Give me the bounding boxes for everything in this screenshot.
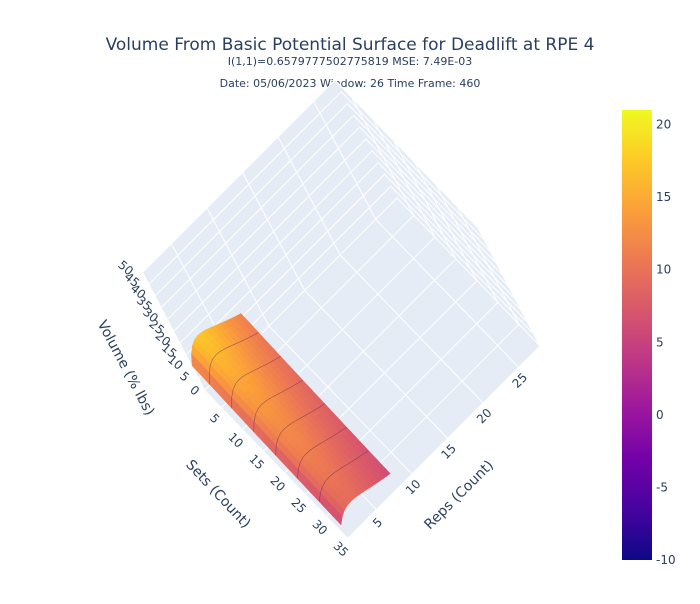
x-tick-label: 20 bbox=[267, 474, 288, 495]
y-gridline bbox=[242, 172, 448, 439]
chart-subtitle-date: Date: 05/06/2023 Window: 26 Time Frame: … bbox=[220, 77, 481, 90]
surface-patch bbox=[336, 511, 343, 526]
y-axis-title: Reps (Count) bbox=[421, 457, 497, 533]
colorbar-tick-label: 5 bbox=[656, 335, 664, 349]
y-gridline bbox=[313, 101, 520, 368]
scene-3d[interactable]: 5101520253035404550051015202530355101520… bbox=[115, 79, 541, 560]
z-tick-label: 5 bbox=[177, 369, 192, 385]
x-axis-title: Sets (Count) bbox=[182, 457, 253, 532]
colorbar-tick-label: 15 bbox=[656, 190, 671, 204]
surface-contour bbox=[297, 426, 347, 479]
x-tick-label: 30 bbox=[309, 517, 330, 538]
colorbar-bar bbox=[622, 110, 652, 560]
surface-contour bbox=[208, 332, 259, 385]
x-tick-label: 10 bbox=[225, 430, 246, 451]
colorbar: -10 -5 0 5 10 15 20 bbox=[622, 110, 676, 567]
y-gridline bbox=[277, 136, 484, 404]
chart-title: Volume From Basic Potential Surface for … bbox=[106, 35, 595, 55]
colorbar-tick-label: 0 bbox=[656, 408, 664, 422]
chart-subtitle-mse: I(1,1)=0.6579777502775819 MSE: 7.49E-03 bbox=[228, 55, 473, 68]
surface-contour bbox=[319, 450, 369, 502]
colorbar-tick-label: -5 bbox=[656, 480, 668, 494]
z-axis-title: Volume (% lbs) bbox=[94, 318, 158, 418]
x-tick-label: 15 bbox=[246, 452, 267, 473]
surface-contour bbox=[253, 379, 303, 432]
surface-contour bbox=[231, 356, 281, 409]
z-tick-label: 0 bbox=[187, 383, 202, 399]
x-tick-label: 5 bbox=[207, 411, 222, 426]
colorbar-tick-label: -10 bbox=[656, 553, 676, 567]
colorbar-tick-label: 10 bbox=[656, 263, 671, 277]
y-tick-label: 5 bbox=[370, 515, 385, 530]
surface-contour bbox=[275, 403, 325, 456]
x-tick-label: 25 bbox=[288, 495, 309, 516]
x-tick-label: 35 bbox=[330, 539, 351, 560]
colorbar-tick-label: 20 bbox=[656, 118, 671, 132]
y-gridline bbox=[206, 207, 413, 475]
